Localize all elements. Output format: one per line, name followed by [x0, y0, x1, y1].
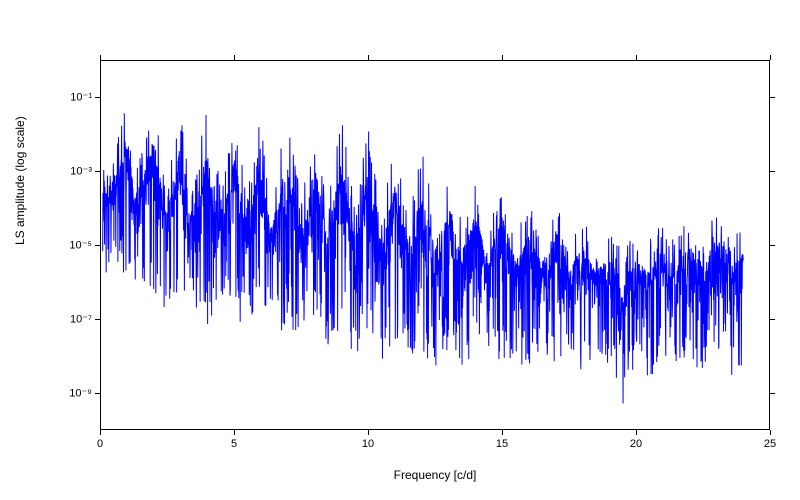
x-tick-label: 0 [97, 438, 103, 450]
y-tick-mark-right [770, 393, 775, 394]
y-tick-label: 10⁻¹ [52, 91, 92, 104]
x-tick-mark [636, 430, 637, 435]
x-tick-label: 25 [764, 438, 776, 450]
y-tick-mark-right [770, 245, 775, 246]
x-tick-mark [368, 430, 369, 435]
x-tick-mark [100, 430, 101, 435]
y-tick-mark-right [770, 171, 775, 172]
x-tick-label: 20 [630, 438, 642, 450]
y-tick-label: 10⁻³ [52, 165, 92, 178]
x-tick-mark-top [770, 55, 771, 60]
plot-border [100, 60, 770, 430]
x-tick-mark [502, 430, 503, 435]
plot-area [100, 60, 770, 430]
x-axis-label: Frequency [c/d] [394, 468, 477, 482]
x-tick-mark [770, 430, 771, 435]
y-tick-label: 10⁻⁵ [52, 239, 92, 252]
y-tick-mark-right [770, 97, 775, 98]
y-axis-label: LS amplitude (log scale) [13, 116, 27, 245]
x-tick-label: 5 [231, 438, 237, 450]
x-tick-mark [234, 430, 235, 435]
y-tick-label: 10⁻⁹ [52, 387, 92, 400]
x-tick-label: 10 [362, 438, 374, 450]
y-tick-label: 10⁻⁷ [52, 313, 92, 326]
y-tick-mark-right [770, 319, 775, 320]
x-tick-label: 15 [496, 438, 508, 450]
